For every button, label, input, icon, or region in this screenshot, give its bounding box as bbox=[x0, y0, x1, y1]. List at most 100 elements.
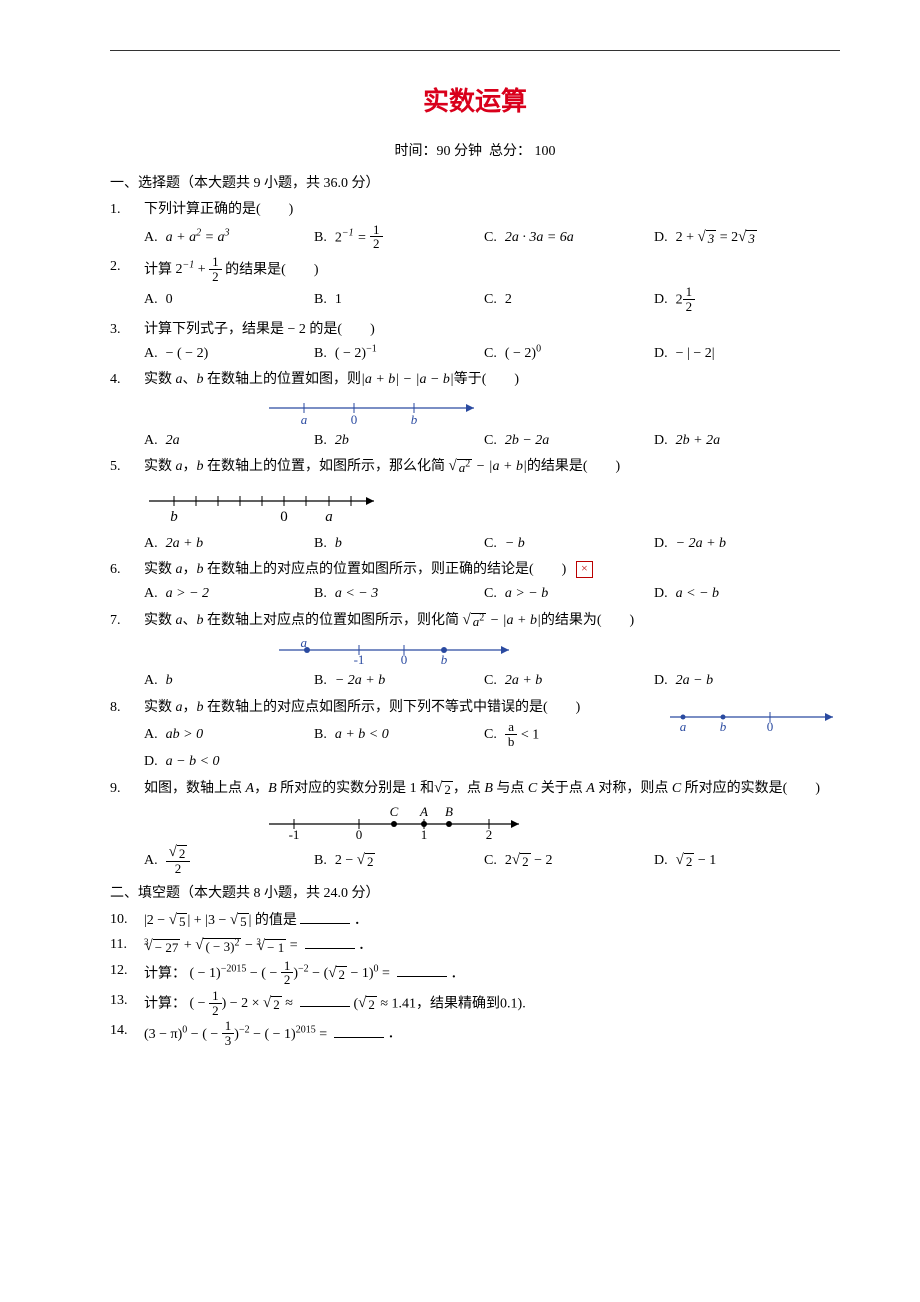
t: = bbox=[316, 1027, 327, 1042]
option-d: D.a < − b bbox=[654, 583, 824, 605]
frac-den: 2 bbox=[281, 973, 294, 987]
expr: ( − 12) − 2 × √2 ≈ bbox=[190, 996, 297, 1011]
radicand: − 1 bbox=[265, 939, 286, 955]
expr: (3 − π)0 − ( − 13)−2 − ( − 1)2015 = bbox=[144, 1027, 331, 1042]
sup: −1 bbox=[342, 227, 354, 238]
sup: 2 bbox=[465, 459, 470, 470]
t: 0.1 bbox=[500, 996, 518, 1011]
doc-subtitle: 时间：90 分钟 总分： 100 bbox=[110, 141, 840, 163]
option-d: D.2b + 2a bbox=[654, 430, 824, 452]
frac-den: b bbox=[505, 735, 518, 749]
svg-text:B: B bbox=[445, 804, 453, 819]
t: (3 − π) bbox=[144, 1027, 182, 1042]
stem-text: 计算下列式子，结果是 bbox=[144, 322, 288, 337]
number-line-icon: a b 0 bbox=[665, 701, 840, 731]
stem-text: 对称，则点 bbox=[595, 781, 672, 796]
radicand: 2 bbox=[442, 781, 453, 797]
expr: |2 − √5| + |3 − √5| 的值是 bbox=[144, 913, 300, 928]
var: a bbox=[176, 700, 183, 715]
frac-num: 1 bbox=[683, 285, 696, 300]
svg-text:b: b bbox=[411, 412, 418, 426]
option-d: D.a − b < 0 bbox=[144, 751, 314, 773]
stem-text: 实数 bbox=[144, 562, 176, 577]
opt-text: − ( − 2) bbox=[166, 343, 209, 365]
sup: −1 bbox=[366, 343, 377, 354]
svg-text:a: a bbox=[680, 719, 687, 731]
opt-text: ( − 2) bbox=[505, 346, 536, 361]
plus: + bbox=[194, 262, 209, 277]
opt-text: 2a bbox=[166, 430, 180, 452]
var: C bbox=[672, 781, 681, 796]
frac-den: 2 bbox=[166, 862, 191, 876]
t: ≈ bbox=[282, 996, 293, 1011]
frac-den: 2 bbox=[683, 300, 696, 314]
opt-text: 2b + 2a bbox=[676, 430, 720, 452]
t: ( − 1) bbox=[190, 966, 221, 981]
section-fill-head: 二、填空题（本大题共 8 小题，共 24.0 分） bbox=[110, 883, 840, 905]
radicand: 2 bbox=[684, 853, 695, 869]
sep: ， bbox=[183, 700, 197, 715]
period: ． bbox=[447, 966, 465, 981]
t: ( − bbox=[202, 1027, 222, 1042]
q-num: 11. bbox=[110, 934, 138, 956]
stem-text: 在数轴上对应点的位置如图所示，则化简 bbox=[204, 613, 460, 628]
t: + bbox=[180, 938, 195, 953]
frac-num: 1 bbox=[281, 959, 294, 974]
q-stem: 实数 a，b 在数轴上的位置，如图所示，那么化简 √a2 − |a + b|的结… bbox=[144, 456, 840, 478]
frac-num: 1 bbox=[209, 989, 222, 1004]
option-c: C.( − 2)0 bbox=[484, 343, 654, 365]
svg-text:a: a bbox=[301, 412, 308, 426]
opt-text: 2a · 3a = 6a bbox=[505, 227, 574, 249]
stem-text: 在数轴上的对应点如图所示，则下列不等式中错误的是( ) bbox=[204, 700, 581, 715]
blank bbox=[300, 909, 350, 924]
opt-text: 2b bbox=[335, 430, 349, 452]
opt-text: < 1 bbox=[517, 727, 539, 742]
page: 实数运算 时间：90 分钟 总分： 100 一、选择题（本大题共 9 小题，共 … bbox=[0, 0, 920, 1081]
doc-title: 实数运算 bbox=[110, 81, 840, 123]
svg-text:C: C bbox=[390, 804, 399, 819]
svg-text:b: b bbox=[441, 652, 448, 666]
option-d: D. 212 bbox=[654, 286, 824, 314]
svg-text:2: 2 bbox=[486, 827, 493, 842]
t: = bbox=[379, 966, 390, 981]
question-list: 1. 下列计算正确的是( ) A. a + a2 = a3 B. 2−1 = 1… bbox=[110, 199, 840, 878]
opt-text: 2a − b bbox=[676, 670, 713, 692]
t: ) − 2 × bbox=[222, 996, 263, 1011]
opt-text: a < − 3 bbox=[335, 583, 378, 605]
stem-text: 等于( ) bbox=[454, 372, 519, 387]
svg-text:a: a bbox=[325, 509, 333, 525]
option-b: B.b bbox=[314, 533, 484, 555]
option-c: C. 2a · 3a = 6a bbox=[484, 227, 654, 249]
opt-text: − 1 bbox=[694, 853, 716, 868]
frac-num: 1 bbox=[209, 255, 222, 270]
sep: 、 bbox=[183, 372, 197, 387]
expr: − |a + b| bbox=[472, 459, 527, 474]
frac-den: 2 bbox=[209, 1004, 222, 1018]
opt-text: 1 bbox=[335, 289, 342, 311]
sep: 、 bbox=[183, 613, 197, 628]
sup: 2 bbox=[234, 938, 239, 949]
stem-text: 所对应的实数是( ) bbox=[681, 781, 820, 796]
sup: 2015 bbox=[296, 1024, 316, 1035]
opt-text: 2 + bbox=[676, 230, 698, 245]
top-rule bbox=[110, 50, 840, 51]
q-num: 9. bbox=[110, 778, 138, 800]
option-b: B.( − 2)−1 bbox=[314, 343, 484, 365]
radicand: 5 bbox=[238, 913, 249, 929]
subtitle-total: 总分： 100 bbox=[489, 144, 556, 159]
option-c: C.2a + b bbox=[484, 670, 654, 692]
q-num: 14. bbox=[110, 1020, 138, 1042]
opt-text: − 2 bbox=[531, 853, 553, 868]
opt-text: = a bbox=[205, 230, 225, 245]
frac-den: 3 bbox=[222, 1034, 235, 1048]
svg-text:0: 0 bbox=[767, 719, 774, 731]
t: | + |3 − bbox=[187, 913, 229, 928]
svg-text:b: b bbox=[720, 719, 727, 731]
question-2: 2. 计算 2−1 + 12 的结果是( ) A.0 B.1 C.2 D. 21… bbox=[110, 256, 840, 317]
opt-text: b bbox=[166, 670, 173, 692]
t: | 的值是 bbox=[249, 913, 297, 928]
q-options: A.− ( − 2) B.( − 2)−1 C.( − 2)0 D.− | − … bbox=[144, 343, 840, 367]
q-options: A.2a B.2b C.2b − 2a D.2b + 2a bbox=[144, 430, 840, 454]
t: |2 − bbox=[144, 913, 169, 928]
stem-text: 实数 bbox=[144, 459, 176, 474]
